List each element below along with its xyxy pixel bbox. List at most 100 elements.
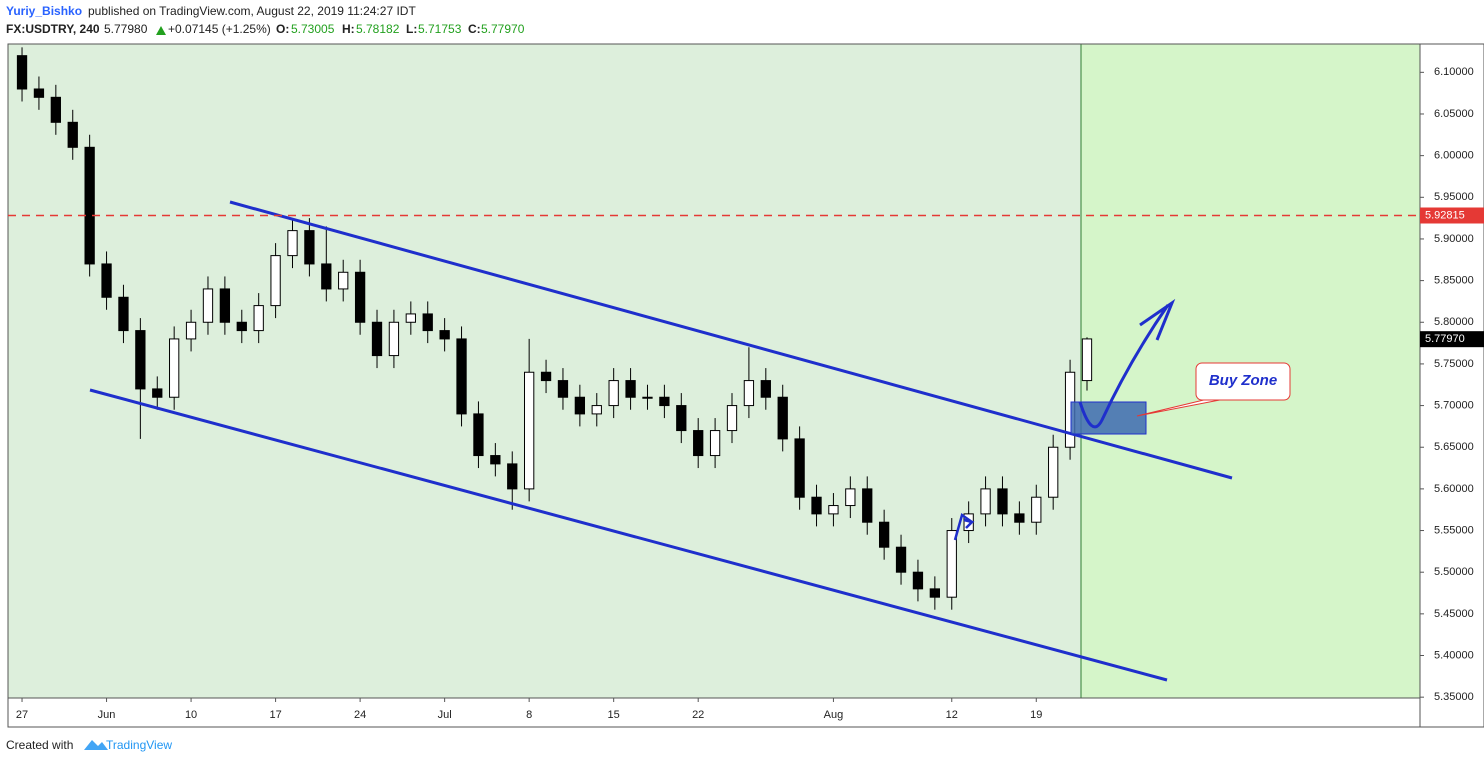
- candle-body: [760, 380, 771, 398]
- candle-body: [338, 271, 349, 290]
- candle-body: [709, 430, 721, 457]
- drawings: Buy Zone: [89, 200, 1291, 682]
- candle-body: [693, 430, 704, 457]
- y-tick-label: 5.50000: [1434, 566, 1474, 578]
- y-tick-label: 5.45000: [1434, 608, 1474, 620]
- candle-body: [997, 488, 1008, 515]
- y-tick-label: 5.55000: [1434, 524, 1474, 536]
- candle-body: [371, 321, 383, 357]
- candle-body: [270, 255, 281, 307]
- candle-body: [219, 288, 231, 323]
- candle-body: [135, 330, 146, 390]
- logo: [84, 740, 108, 750]
- high-value: 5.78182: [356, 22, 400, 36]
- candle-body: [84, 146, 95, 265]
- candle-body: [828, 505, 839, 515]
- close-label: C:: [468, 22, 481, 36]
- resistance-label: 5.92815: [1425, 209, 1465, 221]
- candle-body: [811, 496, 822, 515]
- candle-body: [354, 271, 366, 323]
- candle-body: [794, 438, 805, 498]
- x-tick-label: Jul: [438, 709, 452, 721]
- y-tick-label: 5.80000: [1434, 316, 1474, 328]
- candle-body: [625, 380, 636, 398]
- header: Yuriy_Bishko published on TradingView.co…: [6, 4, 525, 36]
- y-tick-label: 5.65000: [1434, 441, 1474, 453]
- callout-box: [1195, 362, 1291, 401]
- resistance-tag: [1420, 207, 1484, 224]
- open-label: O:: [276, 22, 289, 36]
- candle-body: [456, 338, 467, 415]
- candle-body: [1048, 446, 1059, 498]
- candle-body: [422, 313, 433, 332]
- y-tick-label: 6.10000: [1434, 66, 1474, 78]
- candle-body: [405, 313, 416, 323]
- candle-body: [33, 88, 45, 98]
- candle-body: [845, 488, 856, 507]
- x-tick-label: 22: [692, 709, 704, 721]
- published: published on TradingView.com, August 22,…: [88, 4, 416, 18]
- x-tick-label: 8: [526, 709, 532, 721]
- candle-body: [287, 230, 298, 257]
- candle-body: [101, 263, 112, 298]
- low-label: L:: [406, 22, 417, 36]
- last-price: 5.77980: [104, 22, 148, 36]
- candle-body: [929, 588, 941, 598]
- candle-body: [642, 396, 653, 399]
- candle-body: [557, 380, 569, 398]
- candle-body: [912, 571, 924, 590]
- candle-body: [321, 263, 332, 290]
- small-arrow: [953, 512, 975, 541]
- candle-body: [1014, 513, 1025, 523]
- candle-body: [524, 371, 535, 490]
- x-tick-label: 27: [16, 709, 28, 721]
- y-tick-label: 5.35000: [1434, 691, 1474, 703]
- arrow-head: [1139, 298, 1176, 341]
- candle-body: [574, 396, 586, 415]
- ticks: 5.35000 5.40000 5.45000 5.50000 5.55000 5.600…: [16, 66, 1474, 721]
- high-label: H:: [342, 22, 355, 36]
- candle-body: [591, 405, 602, 415]
- y-tick-label: 6.00000: [1434, 150, 1474, 162]
- price-label: 5.77970: [1425, 333, 1465, 345]
- candle-body: [659, 396, 670, 407]
- candle-body: [253, 305, 264, 332]
- projection-arrow: [1078, 304, 1170, 429]
- candle-body: [608, 380, 619, 407]
- candle-body: [862, 488, 873, 523]
- buy-zone-label: Buy Zone: [1209, 372, 1277, 389]
- candle-body: [980, 488, 991, 515]
- y-tick-label: 5.95000: [1434, 191, 1474, 203]
- candles: [16, 47, 1093, 610]
- y-tick-label: 5.90000: [1434, 233, 1474, 245]
- candle-body: [439, 330, 450, 340]
- candle-body: [118, 296, 129, 332]
- change: +0.07145 (+1.25%): [168, 22, 271, 36]
- candle-body: [388, 321, 400, 357]
- candle-body: [169, 338, 180, 398]
- x-tick-label: Jun: [98, 709, 116, 721]
- candle-body: [743, 380, 755, 407]
- candle-body: [304, 230, 315, 265]
- candle-body: [507, 463, 518, 490]
- candle-body: [236, 321, 247, 332]
- candle-body: [185, 321, 197, 340]
- candle-body: [16, 55, 28, 90]
- candle-body: [895, 546, 907, 573]
- x-tick-label: 24: [354, 709, 366, 721]
- close-value: 5.77970: [481, 22, 525, 36]
- y-tick-label: 5.70000: [1434, 399, 1474, 411]
- footer: Created with TradingView: [6, 738, 172, 752]
- brand: TradingView: [106, 738, 172, 752]
- candle-body: [878, 521, 890, 548]
- up-icon: [156, 26, 166, 35]
- low-value: 5.71753: [418, 22, 462, 36]
- x-tick-label: Aug: [824, 709, 844, 721]
- x-tick-label: 17: [269, 709, 281, 721]
- candle-body: [1031, 496, 1042, 523]
- candle-body: [152, 388, 163, 398]
- created-with: Created with: [6, 738, 73, 752]
- candle-body: [473, 413, 484, 457]
- y-tick-label: 6.05000: [1434, 108, 1474, 120]
